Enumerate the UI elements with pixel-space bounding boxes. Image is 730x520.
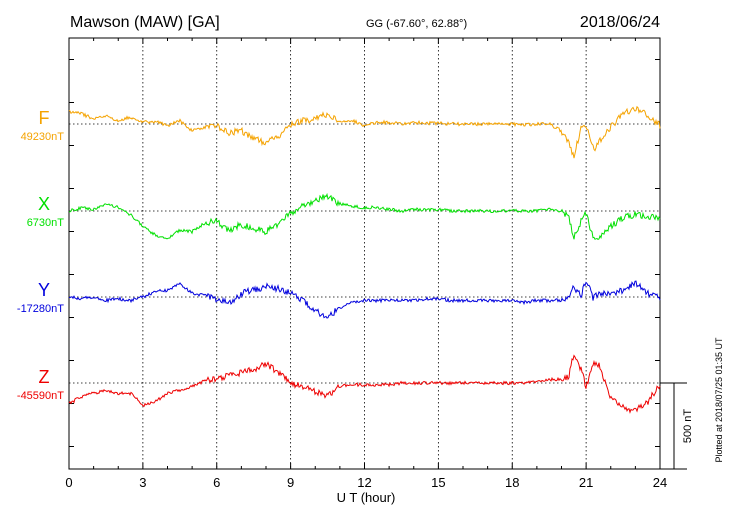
plotted-timestamp: Plotted at 2018/07/25 01:35 UT [714, 337, 724, 463]
plot-date: 2018/06/24 [580, 14, 660, 31]
x-tick-label-0: 0 [65, 475, 72, 490]
scale-bar: 500 nT [660, 382, 694, 470]
x-tick-label-21: 21 [579, 475, 593, 490]
baseline-value-Y: -17280nT [17, 303, 64, 315]
component-traces [68, 105, 661, 414]
x-tick-label-24: 24 [653, 475, 667, 490]
component-name-X: X [38, 194, 50, 214]
baseline-value-F: 49230nT [21, 131, 65, 143]
component-name-Y: Y [38, 280, 50, 300]
scale-bar-label: 500 nT [682, 409, 694, 444]
trace-F [68, 105, 661, 159]
x-tick-labels: 0 3 6 9 12 15 18 21 24 [65, 475, 667, 490]
station-coordinates: GG (-67.60°, 62.88°) [366, 18, 467, 30]
trace-Y [68, 280, 661, 319]
x-tick-label-6: 6 [213, 475, 220, 490]
axis-ticks [68, 38, 661, 469]
trace-X [68, 192, 661, 240]
x-axis-label: U T (hour) [337, 490, 396, 505]
station-title: Mawson (MAW) [GA] [70, 14, 220, 31]
x-tick-label-18: 18 [505, 475, 519, 490]
trace-Z [68, 354, 661, 414]
baseline-value-X: 6730nT [27, 217, 65, 229]
component-name-F: F [39, 108, 50, 128]
x-tick-label-9: 9 [287, 475, 294, 490]
x-tick-label-3: 3 [139, 475, 146, 490]
vertical-grid [142, 38, 587, 469]
component-labels: F 49230nT X 6730nT Y -17280nT Z -45590nT [17, 108, 64, 402]
x-tick-label-12: 12 [357, 475, 371, 490]
baseline-value-Z: -45590nT [17, 390, 64, 402]
component-name-Z: Z [39, 367, 50, 387]
x-tick-label-15: 15 [431, 475, 445, 490]
